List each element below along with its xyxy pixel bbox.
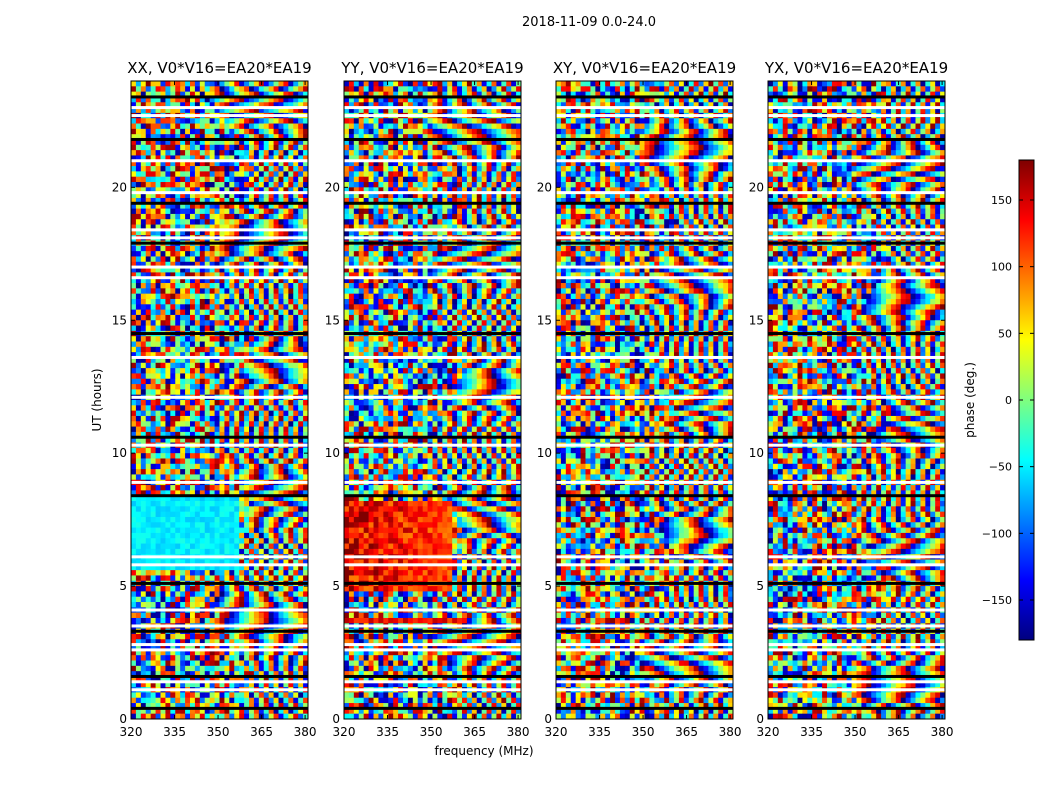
y-tick-label: 0	[756, 712, 764, 726]
x-tick-label: 335	[800, 725, 823, 739]
colorbar-tick-label: 100	[991, 261, 1012, 274]
phase-heatmap-xy	[556, 81, 733, 719]
phase-heatmap-yx	[768, 81, 945, 719]
x-tick-label: 350	[844, 725, 867, 739]
y-tick-label: 20	[325, 180, 340, 194]
y-tick-label: 0	[332, 712, 340, 726]
x-tick-label: 350	[632, 725, 655, 739]
x-tick-label: 320	[333, 725, 356, 739]
x-tick-label: 335	[376, 725, 399, 739]
y-tick-label: 20	[749, 180, 764, 194]
y-tick-label: 20	[537, 180, 552, 194]
phase-heatmap-yy	[344, 81, 521, 719]
y-tick-label: 15	[112, 313, 127, 327]
colorbar-tick-label: −50	[989, 461, 1012, 474]
panel-title: YX, V0*V16=EA20*EA19	[764, 59, 948, 77]
x-tick-label: 320	[545, 725, 568, 739]
colorbar-tick-label: 0	[1005, 394, 1012, 407]
x-tick-label: 380	[719, 725, 742, 739]
x-tick-label: 365	[675, 725, 698, 739]
x-tick-label: 320	[757, 725, 780, 739]
colorbar-tick-label: 150	[991, 194, 1012, 207]
colorbar: 150 100 50 0 −50 −100 −150	[982, 160, 1034, 640]
panel-xx: XX, V0*V16=EA20*EA19 320 335 350 365 380 0 5 10 1…	[112, 59, 317, 739]
colorbar-tick-label: −100	[982, 527, 1012, 540]
panel-title: YY, V0*V16=EA20*EA19	[340, 59, 523, 77]
x-tick-label: 350	[420, 725, 443, 739]
panels-group: XX, V0*V16=EA20*EA19 320 335 350 365 380 0 5 10 1…	[112, 59, 954, 739]
panel-yx: YX, V0*V16=EA20*EA19 320 335 350 365 380 0 5 10 1…	[749, 59, 954, 739]
y-tick-label: 10	[749, 446, 764, 460]
y-tick-label: 20	[112, 180, 127, 194]
y-tick-label: 15	[325, 313, 340, 327]
colorbar-tick-label: −150	[982, 594, 1012, 607]
x-tick-label: 380	[294, 725, 317, 739]
y-tick-label: 10	[537, 446, 552, 460]
y-tick-label: 0	[119, 712, 127, 726]
y-tick-label: 15	[537, 313, 552, 327]
figure-title: 2018-11-09 0.0-24.0	[522, 15, 656, 30]
y-tick-label: 5	[119, 579, 127, 593]
y-tick-label: 10	[112, 446, 127, 460]
colorbar-label: phase (deg.)	[963, 362, 977, 438]
y-tick-label: 5	[544, 579, 552, 593]
panel-title: XX, V0*V16=EA20*EA19	[127, 59, 311, 77]
panel-title: XY, V0*V16=EA20*EA19	[553, 59, 736, 77]
x-tick-label: 380	[931, 725, 954, 739]
y-tick-label: 10	[325, 446, 340, 460]
x-axis-label: frequency (MHz)	[434, 744, 533, 758]
panel-yy: YY, V0*V16=EA20*EA19 320 335 350 365 380 0 5 10 1…	[325, 59, 530, 739]
y-tick-label: 0	[544, 712, 552, 726]
x-tick-label: 380	[507, 725, 530, 739]
phase-heatmap-xx	[131, 81, 308, 719]
y-tick-label: 15	[749, 313, 764, 327]
y-tick-label: 5	[756, 579, 764, 593]
x-tick-label: 335	[588, 725, 611, 739]
y-tick-label: 5	[332, 579, 340, 593]
y-axis-label: UT (hours)	[90, 368, 104, 431]
panel-xy: XY, V0*V16=EA20*EA19 320 335 350 365 380 0 5 10 1…	[537, 59, 742, 739]
colorbar-tick-label: 50	[998, 327, 1012, 340]
x-tick-label: 365	[250, 725, 273, 739]
x-tick-label: 320	[120, 725, 143, 739]
x-tick-label: 335	[163, 725, 186, 739]
x-tick-label: 350	[207, 725, 230, 739]
x-tick-label: 365	[463, 725, 486, 739]
x-tick-label: 365	[887, 725, 910, 739]
